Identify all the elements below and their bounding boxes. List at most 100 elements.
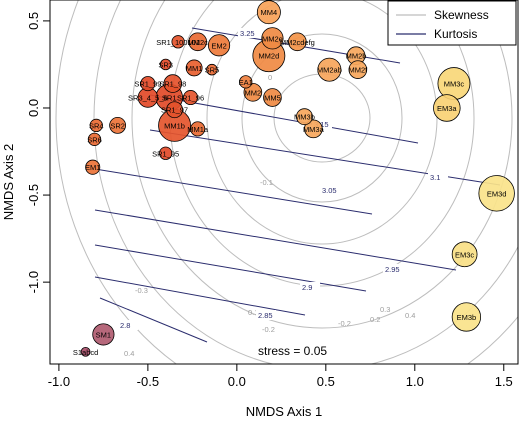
y-tick-label: 0.0 <box>26 99 41 117</box>
kurtosis-label-bg <box>383 264 403 274</box>
skewness-contour-label: 0.4 <box>124 349 134 358</box>
sample-point <box>183 90 199 106</box>
sample-point <box>109 116 127 134</box>
kurtosis-contour-line <box>94 209 457 271</box>
x-tick-label: 1.5 <box>495 374 513 389</box>
sample-point <box>92 323 115 346</box>
skewness-contour <box>55 0 518 364</box>
sample-point <box>451 241 478 268</box>
skewness-contour <box>206 0 438 245</box>
legend-label-skewness: Skewness <box>434 8 489 22</box>
skewness-contour-label: 0.1 <box>248 308 258 317</box>
sample-point-label: SR1_96 <box>177 94 204 103</box>
x-axis: -1.0 -0.5 0.0 0.5 1.0 1.5 <box>48 364 513 389</box>
sample-point-label: SR6 <box>87 135 102 144</box>
sample-point <box>348 60 368 79</box>
skewness-contour-label: -0.3 <box>228 365 241 374</box>
kurtosis-label-bg <box>300 282 320 292</box>
sample-point <box>207 34 231 57</box>
sample-point <box>256 0 281 25</box>
y-axis: -1.0 -0.5 0.0 0.5 <box>26 12 50 293</box>
sample-point-label: SR1 <box>162 94 177 103</box>
sample-point <box>166 101 183 119</box>
kurtosis-contour-label: 2.85 <box>258 311 273 320</box>
y-tick-label: -1.0 <box>26 271 41 293</box>
sample-point <box>89 118 103 133</box>
sample-point-label: MM5 <box>264 94 281 103</box>
sample-point-label: MM4 <box>261 8 278 17</box>
sample-point-label: EM1 <box>85 163 100 172</box>
sample-point-label: EM3d <box>487 189 507 198</box>
kurtosis-contour-line <box>94 276 306 316</box>
stress-annotation: stress = 0.05 <box>258 344 327 358</box>
sample-point-label: MM2 <box>245 88 262 97</box>
sample-point <box>159 146 173 160</box>
sample-point-label: MM2e <box>262 34 283 43</box>
skewness-contour <box>93 0 518 364</box>
sample-point <box>80 346 91 357</box>
sample-point-label: EM3c <box>455 250 474 259</box>
sample-point <box>304 119 323 139</box>
sample-point <box>478 175 515 212</box>
kurtosis-contour-label: 2.95 <box>385 265 400 274</box>
sample-point-label: SR1_99 <box>134 80 161 89</box>
sample-point-label: SR4 <box>89 121 104 130</box>
skewness-contour <box>273 73 371 163</box>
x-tick-label: 0.5 <box>317 374 335 389</box>
x-tick-label: 0.0 <box>228 374 246 389</box>
skewness-contours: -0.10-0.10.1-0.20.20.30.4-0.30.4-0.3-0.2 <box>55 0 518 374</box>
kurtosis-contour-label: 3.25 <box>240 29 255 38</box>
kurtosis-label-bg <box>118 320 138 330</box>
kurtosis-label-bg <box>256 310 276 320</box>
skewness-contour-label: -0.2 <box>338 319 351 328</box>
sample-point-label: MM2f <box>348 66 368 75</box>
sample-point <box>263 88 282 107</box>
sample-point-label: SR1_97 <box>161 106 188 115</box>
sample-point-label: EM2 <box>211 41 226 50</box>
sample-point <box>163 74 183 93</box>
sample-point-label: SR2 <box>110 121 125 130</box>
skewness-contour-label: -0.3 <box>135 286 148 295</box>
kurtosis-contour-line <box>99 297 208 343</box>
y-tick-label: -0.5 <box>26 184 41 206</box>
sample-point-label: SM1 <box>96 330 111 339</box>
x-tick-label: -0.5 <box>137 374 159 389</box>
sample-point-label: SR5 <box>205 66 220 75</box>
sample-point-label: MM2c <box>187 38 208 47</box>
sample-point-label: MM3b <box>294 113 315 122</box>
sample-point-label: MM2d <box>258 52 279 61</box>
sample-point <box>85 159 101 175</box>
x-tick-label: 1.0 <box>406 374 424 389</box>
skewness-contour-label: 0.3 <box>380 305 390 314</box>
skewness-contour-label: 0 <box>268 73 272 82</box>
y-tick-label: 0.5 <box>26 12 41 30</box>
sample-point-label: MM1b <box>164 121 185 130</box>
sample-point-label: SR1_95 <box>152 149 179 158</box>
sample-point <box>296 108 313 126</box>
sample-point <box>261 27 284 50</box>
sample-point <box>190 121 206 137</box>
skewness-contour-label: 0.4 <box>405 311 415 320</box>
y-axis-title: NMDS Axis 2 <box>1 144 16 221</box>
sample-point-label: EM3b <box>457 313 477 322</box>
sample-point-label: MM1a <box>187 125 209 134</box>
skewness-contour-label: 0.2 <box>370 315 380 324</box>
kurtosis-contours: 3.253.153.13.052.952.92.852.8 <box>94 27 501 343</box>
x-axis-title: NMDS Axis 1 <box>246 404 323 419</box>
sample-point-label: EA1 <box>239 78 253 87</box>
kurtosis-contour-line <box>94 244 367 292</box>
sample-point <box>171 35 185 49</box>
sample-point-label: EM3a <box>437 104 457 113</box>
plot-frame <box>49 0 519 365</box>
sample-point <box>87 132 102 146</box>
sample-point <box>317 57 342 82</box>
sample-point-label: MM1 <box>186 64 203 73</box>
sample-point <box>159 58 172 71</box>
sample-point-label: SR1_98 <box>159 80 186 89</box>
sample-point-label: SR1_100101 <box>156 38 200 47</box>
kurtosis-contour-label: 2.8 <box>120 321 130 330</box>
kurtosis-contour-line <box>94 168 373 215</box>
sample-point <box>185 59 203 77</box>
